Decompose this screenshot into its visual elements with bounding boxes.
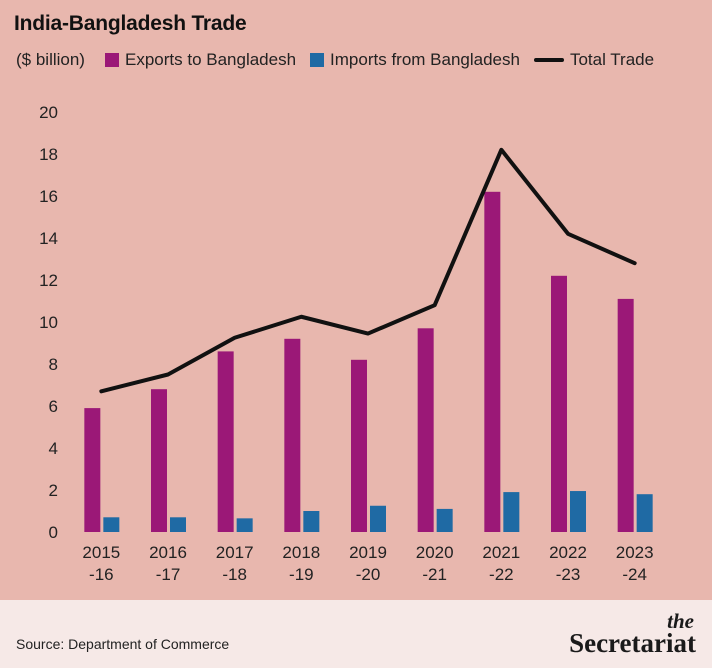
x-tick-label-suffix: -23 (556, 565, 581, 584)
x-tick-label-year: 2021 (482, 543, 520, 562)
y-tick-label: 20 (39, 103, 58, 122)
y-tick-label: 4 (49, 439, 58, 458)
source-note: Source: Department of Commerce (16, 636, 230, 652)
legend-swatch-imports (310, 53, 325, 67)
y-tick-label: 0 (49, 523, 58, 542)
legend-label-total: Total Trade (569, 50, 655, 69)
bar-exports (417, 328, 434, 532)
bar-exports (551, 275, 567, 532)
legend-item-imports: Imports from Bangladesh (310, 50, 520, 70)
x-tick-label-suffix: -21 (422, 565, 447, 584)
logo-name: Secretariat (569, 628, 696, 658)
bar-imports (570, 491, 586, 532)
x-tick-label-year: 2018 (282, 543, 320, 562)
y-tick-label: 6 (49, 397, 58, 416)
legend-item-total: Total Trade (533, 50, 655, 70)
line-total-trade (99, 147, 637, 394)
x-tick-label-suffix: -20 (356, 565, 381, 584)
footer (0, 600, 712, 668)
bar-imports (303, 511, 320, 532)
bar-imports (170, 517, 186, 532)
bar-imports (436, 508, 453, 532)
bar-exports (217, 351, 234, 532)
legend-item-exports: Exports to Bangladesh (104, 50, 297, 70)
bar-imports (236, 518, 253, 532)
x-tick-label-suffix: -18 (222, 565, 247, 584)
bar-imports (370, 505, 386, 532)
logo-the: the (667, 609, 694, 633)
bar-exports (151, 389, 167, 532)
x-tick-label-year: 2022 (549, 543, 587, 562)
unit-label: ($ billion) (16, 50, 85, 69)
y-tick-label: 12 (39, 271, 58, 290)
x-tick-label-year: 2019 (349, 543, 387, 562)
x-tick-label-suffix: -17 (156, 565, 181, 584)
bar-exports (351, 359, 367, 532)
bar-imports (503, 492, 520, 532)
bar-exports (617, 298, 634, 532)
bar-imports (636, 494, 653, 532)
x-tick-label-suffix: -16 (89, 565, 114, 584)
y-tick-label: 8 (49, 355, 58, 374)
legend-label-imports: Imports from Bangladesh (330, 50, 520, 69)
y-tick-label: 18 (39, 145, 58, 164)
x-tick-label-suffix: -19 (289, 565, 314, 584)
x-tick-label-year: 2015 (82, 543, 120, 562)
x-tick-label-suffix: -22 (489, 565, 514, 584)
legend-label-exports: Exports to Bangladesh (124, 50, 297, 69)
bar-imports (103, 517, 120, 532)
chart-legend: ($ billion) Exports to Bangladesh Import… (16, 50, 668, 70)
chart-plot: 0 2 4 6 8 10 12 14 16 18 20 2015 -16 2016 -17 2017 -18 20… (39, 103, 654, 584)
chart-title: India-Bangladesh Trade (14, 12, 247, 35)
y-tick-label: 2 (49, 481, 58, 500)
legend-swatch-exports (104, 53, 119, 67)
legend-swatch-total (533, 58, 564, 62)
bar-exports (284, 338, 301, 532)
publisher-logo: the Secretariat (569, 611, 696, 657)
bar-exports (484, 191, 501, 533)
y-tick-label: 10 (39, 313, 58, 332)
x-tick-label-year: 2016 (149, 543, 187, 562)
x-tick-label-year: 2023 (616, 543, 654, 562)
x-tick-label-year: 2017 (216, 543, 254, 562)
x-tick-label-suffix: -24 (622, 565, 647, 584)
bar-exports (84, 408, 101, 532)
x-tick-label-year: 2020 (416, 543, 454, 562)
y-tick-label: 16 (39, 187, 58, 206)
y-tick-label: 14 (39, 229, 58, 248)
